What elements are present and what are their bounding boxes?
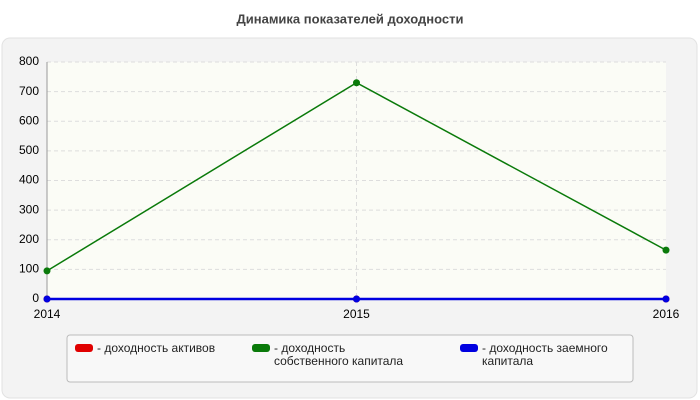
legend-label: - доходность активов — [97, 341, 216, 355]
data-point — [662, 295, 670, 303]
data-point — [353, 295, 360, 303]
legend-label: - доходность заемного капитала — [482, 341, 608, 368]
x-tick-label: 2016 — [653, 307, 680, 321]
legend-item: - доходность заемного капитала — [460, 342, 630, 368]
legend-item: - доходность собственного капитала — [252, 342, 422, 368]
y-tick-label: 800 — [19, 54, 39, 68]
y-tick-label: 300 — [19, 202, 39, 216]
legend-swatch — [75, 344, 93, 352]
x-tick-label: 2015 — [343, 307, 370, 321]
y-tick-label: 700 — [19, 84, 39, 98]
chart-title: Динамика показателей доходности — [236, 11, 463, 26]
legend-item: - доходность активов — [75, 342, 245, 355]
data-point — [353, 79, 360, 87]
y-tick-label: 400 — [19, 173, 39, 187]
legend-swatch — [460, 344, 478, 352]
legend-label: - доходность собственного капитала — [274, 341, 404, 368]
y-tick-label: 200 — [19, 232, 39, 246]
data-point — [43, 295, 51, 303]
y-tick-label: 100 — [19, 262, 39, 276]
legend-box — [66, 334, 634, 383]
y-tick-label: 600 — [19, 113, 39, 127]
x-tick-label: 2014 — [34, 307, 61, 321]
legend-swatch — [252, 344, 270, 352]
data-point — [43, 267, 51, 275]
data-point — [662, 246, 670, 254]
y-tick-label: 500 — [19, 143, 39, 157]
y-tick-label: 0 — [32, 291, 39, 305]
